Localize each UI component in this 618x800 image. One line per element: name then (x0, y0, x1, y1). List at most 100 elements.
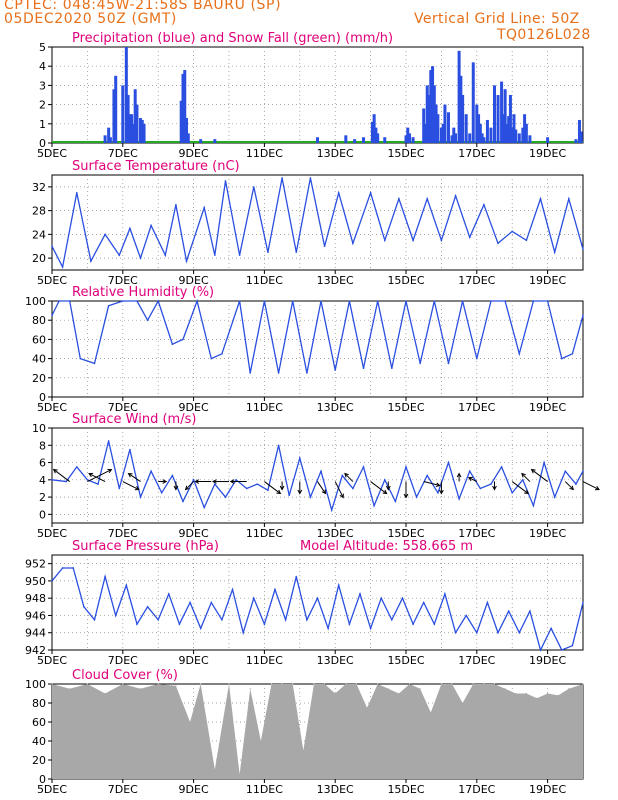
precip-bar (482, 137, 486, 143)
precip-xtick-label: 7DEC (108, 147, 138, 160)
press-point (306, 618, 308, 621)
rh-point (196, 300, 198, 302)
precip-bar (179, 100, 183, 143)
rh-point (391, 367, 393, 370)
precip-bar (135, 104, 139, 143)
temp-point (398, 197, 400, 200)
precip-xtick-label: 9DEC (179, 147, 209, 160)
cloud-point (122, 683, 124, 685)
press-point (83, 606, 85, 608)
press-point (178, 623, 181, 625)
cloud-point (323, 683, 326, 685)
wind-arrow-head (279, 485, 285, 491)
press-point (359, 593, 361, 595)
wind-title: Surface Wind (m/s) (72, 412, 196, 427)
temp-ytick-label: 20 (32, 252, 46, 265)
press-xtick-label: 11DEC (246, 654, 283, 667)
precip-bar (446, 112, 450, 143)
rh-point (348, 300, 351, 302)
wind-arrow-head (88, 472, 94, 478)
temp-xtick-label: 5DEC (37, 274, 67, 287)
precip-bar (114, 75, 118, 143)
temp-point (323, 245, 326, 248)
precip-bar (316, 137, 319, 143)
wind-point (107, 440, 110, 442)
wind-point (564, 470, 567, 472)
precip-bar (489, 127, 493, 143)
press-point (444, 593, 446, 595)
temp-point (75, 192, 78, 194)
rh-point (582, 314, 584, 317)
press-point (199, 627, 202, 630)
temp-point (440, 239, 443, 242)
rh-point (376, 300, 379, 302)
wind-arrow (370, 481, 387, 494)
precip-bar (521, 127, 525, 143)
precip-xtick-label: 15DEC (387, 147, 424, 160)
press-ytick-label: 952 (25, 558, 46, 571)
wind-arrow-head (382, 489, 388, 495)
wind-point (139, 496, 142, 498)
header-line2: 05DEC2020 50Z (GMT) (4, 11, 177, 27)
press-point (507, 610, 510, 612)
press-point (571, 644, 574, 647)
wind-ytick-label: 0 (39, 508, 46, 521)
cloud-point (239, 773, 241, 775)
wind-arrow-head (211, 479, 217, 484)
wind-arrow-head (385, 485, 391, 491)
cloud-point (515, 692, 517, 695)
cloud-point (451, 683, 453, 685)
press-point (157, 618, 159, 621)
wind-arrow-head (492, 485, 497, 491)
temp-point (61, 266, 64, 268)
wind-arrow-head (524, 489, 530, 495)
temp-xtick-label: 9DEC (179, 274, 209, 287)
press-point (529, 610, 531, 612)
precip-bar (131, 123, 135, 143)
precip-xtick-label: 19DEC (529, 147, 566, 160)
rh-point (277, 372, 280, 374)
wind-point (86, 479, 89, 481)
rh-point (504, 300, 506, 302)
cloud-point (302, 749, 304, 752)
rh-point (146, 319, 149, 322)
precip-bar (452, 127, 456, 143)
wind-point (214, 483, 216, 485)
wind-arrow-head (339, 493, 344, 499)
wind-point (277, 444, 280, 447)
cloud-point (334, 692, 336, 695)
wind-arrow-head (127, 472, 133, 478)
precip-bar (517, 133, 521, 143)
precip-bar (523, 114, 527, 143)
wind-arrow-head (435, 482, 441, 488)
wind-arrow-head (52, 468, 58, 474)
wind-arrow-head (521, 472, 526, 478)
wind-arrow (531, 469, 548, 482)
rh-ytick-label: 20 (32, 372, 46, 385)
temp-point (539, 197, 542, 200)
temp-ytick-label: 28 (32, 205, 46, 218)
press-point (274, 588, 276, 591)
temp-point (553, 251, 556, 253)
wind-point (51, 479, 53, 481)
precip-bar (441, 123, 445, 143)
precip-bar (500, 81, 504, 143)
rh-point (419, 362, 421, 365)
wind-xtick-label: 19DEC (529, 527, 566, 540)
press-point (348, 623, 351, 625)
rh-xtick-label: 7DEC (108, 401, 138, 414)
wind-arrow (88, 473, 106, 482)
precip-bar (431, 66, 435, 143)
wind-point (235, 479, 237, 481)
precip-bar (480, 133, 484, 143)
press-point (168, 593, 170, 595)
rh-point (51, 314, 53, 317)
wind-point (341, 474, 344, 477)
rh-xtick-label: 13DEC (317, 401, 354, 414)
cloud-point (355, 683, 358, 685)
cloud-xtick-label: 11DEC (246, 783, 283, 796)
precip-bar (510, 127, 514, 143)
cloud-point (472, 683, 474, 685)
press-ytick-label: 950 (25, 575, 46, 588)
temp-point (295, 251, 298, 253)
